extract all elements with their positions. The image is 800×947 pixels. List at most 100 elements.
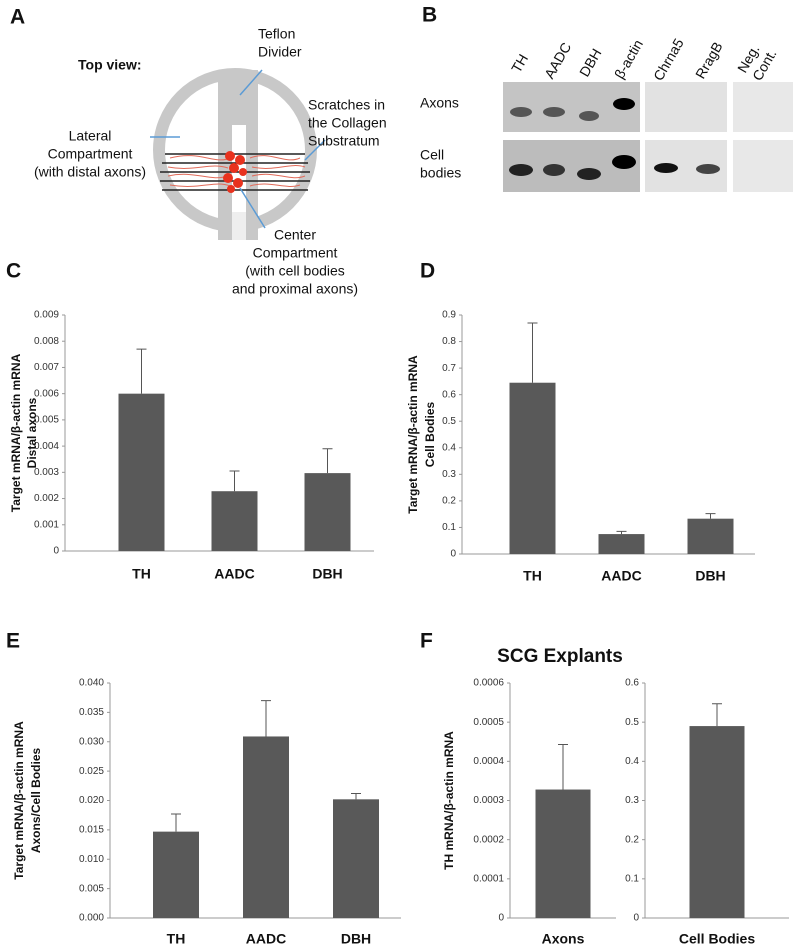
diagram-label: Lateral [69,128,112,144]
y-tick-label: 0.005 [34,415,59,426]
y-tick-label: 0.002 [34,493,59,504]
diagram-label: Teflon [258,26,295,42]
bar [118,393,165,551]
y-axis-label: Target mRNA/β-actin mRNA [12,721,26,880]
y-axis-label: TH mRNA/β-actin mRNA [442,731,456,870]
bar [304,473,351,551]
y-tick-label: 0.4 [442,442,456,453]
y-tick-label: 0.0003 [473,795,504,806]
lane-label: β-actin [611,37,646,82]
y-tick-label: 0.3 [442,469,456,480]
bar [333,799,379,918]
row-label: Axons [420,95,459,111]
y-tick-label: 0.6 [625,678,639,689]
y-tick-label: 0.010 [79,854,104,865]
x-tick-label: Cell Bodies [679,931,755,947]
y-tick-label: 0.035 [79,707,104,718]
diagram-label: (with distal axons) [34,164,146,180]
y-tick-label: 0.4 [625,756,639,767]
bar [509,382,556,554]
y-axis-label: Target mRNA/β-actin mRNA [406,355,420,514]
y-tick-label: 0.0004 [473,756,504,767]
panel-letter: D [420,260,435,283]
panel-letter: E [6,630,20,653]
diagram-label: and proximal axons) [232,281,358,297]
y-tick-label: 0.001 [34,519,59,530]
y-tick-label: 0.020 [79,795,104,806]
panel-letter: C [6,260,21,283]
y-tick-label: 0.5 [625,717,639,728]
panel-letter: A [10,6,25,29]
y-tick-label: 0.2 [442,496,456,507]
lane-label: TH [508,51,531,75]
y-axis-label: Cell Bodies [423,402,437,468]
error-bar [527,322,538,383]
y-tick-label: 0.007 [34,362,59,373]
y-tick-label: 0.005 [79,883,104,894]
y-tick-label: 0 [633,913,639,924]
diagram-heading: Top view: [78,57,142,73]
bar [687,518,734,554]
y-tick-label: 0.003 [34,467,59,478]
y-tick-label: 0 [450,549,456,560]
lane-label: DBH [576,46,605,80]
x-tick-label: TH [132,566,151,582]
y-tick-label: 0.000 [79,913,104,924]
error-bar [171,813,181,832]
lane-label: RragB [692,39,726,81]
bar [243,736,289,918]
y-tick-label: 0.1 [442,522,456,533]
panel-letter: F [420,630,433,653]
y-tick-label: 0.025 [79,766,104,777]
y-axis-label: Target mRNA/β-actin mRNA [9,353,23,512]
row-label: Cell [420,147,444,163]
x-tick-label: DBH [312,566,342,582]
x-tick-label: DBH [695,568,725,584]
error-bar [712,703,722,727]
bar [598,534,645,554]
error-bar [261,700,271,737]
y-tick-label: 0.0002 [473,834,504,845]
x-tick-label: Axons [542,931,585,947]
bar [211,491,258,551]
y-tick-label: 0.0006 [473,678,504,689]
diagram-label: Compartment [48,146,133,162]
y-tick-label: 0.1 [625,873,639,884]
diagram-label: (with cell bodies [245,263,345,279]
y-tick-label: 0.6 [442,389,456,400]
bar [153,831,199,918]
error-bar [616,530,627,535]
y-tick-label: 0.006 [34,388,59,399]
y-tick-label: 0.008 [34,336,59,347]
y-tick-label: 0.0005 [473,717,504,728]
diagram-label: Compartment [253,245,338,261]
x-tick-label: TH [167,931,186,947]
diagram-label: Divider [258,44,302,60]
x-tick-label: TH [523,568,542,584]
x-tick-label: AADC [214,566,254,582]
panel-letter: B [422,4,437,27]
y-tick-label: 0.030 [79,736,104,747]
y-tick-label: 0.8 [442,336,456,347]
error-bar [229,470,240,492]
y-tick-label: 0.9 [442,310,456,321]
diagram-label: the Collagen [308,115,387,131]
x-tick-label: AADC [246,931,286,947]
lane-label: Chrna5 [650,35,687,83]
y-tick-label: 0.015 [79,825,104,836]
diagram-label: Substratum [308,133,380,149]
error-bar [558,743,568,790]
y-tick-label: 0 [53,546,59,557]
lane-label: AADC [541,40,574,82]
y-tick-label: 0.7 [442,363,456,374]
diagram-label: Center [274,227,316,243]
y-axis-label: Axons/Cell Bodies [29,747,43,853]
error-bar [705,513,716,519]
y-tick-label: 0.009 [34,310,59,321]
y-tick-label: 0.5 [442,416,456,427]
y-tick-label: 0 [498,913,504,924]
x-tick-label: AADC [601,568,641,584]
y-tick-label: 0.2 [625,834,639,845]
x-tick-label: DBH [341,931,371,947]
